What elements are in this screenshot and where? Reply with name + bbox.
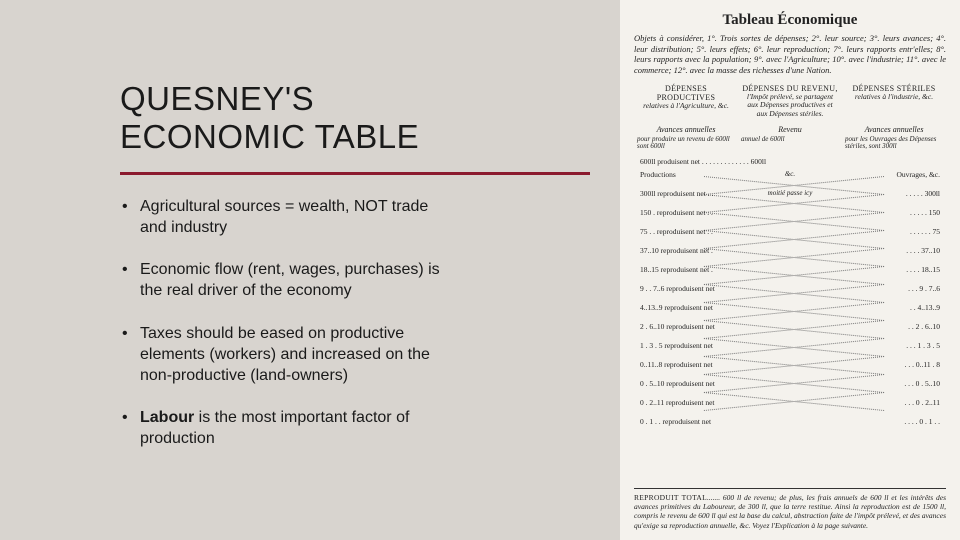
col-header: DÉPENSES PRODUCTIVES relatives à l'Agric… <box>634 84 738 119</box>
start-note: 600ll produisent net . . . . . . . . . .… <box>634 157 946 166</box>
zigzag-row: Productions&c.Ouvrages, &c. <box>634 170 946 179</box>
zigzag-row: 2 . 6..10 reproduisent net. . 2 . 6..10 <box>634 322 946 331</box>
content-column: QUESNEY'S ECONOMIC TABLE Agricultural so… <box>0 0 620 540</box>
bullet-item: Economic flow (rent, wages, purchases) i… <box>120 260 450 302</box>
avances-desc: pour produire un revenu de 600ll sont 60… <box>634 136 946 151</box>
bottom-rule <box>634 488 946 489</box>
bullet-item: Labour is the most important factor of p… <box>120 408 450 450</box>
zigzag-row: 0 . 5..10 reproduisent net. . . 0 . 5..1… <box>634 379 946 388</box>
zigzag-row: 300ll reproduisent net . .moitié passe i… <box>634 189 946 198</box>
bullet-list: Agricultural sources = wealth, NOT trade… <box>120 197 600 450</box>
tableau-objets: Objets à considérer, 1°. Trois sortes de… <box>634 33 946 76</box>
zigzag-row: 0..11..8 reproduisent net. . . 0..11 . 8 <box>634 360 946 369</box>
title-line-1: QUESNEY'S <box>120 80 314 117</box>
zigzag-row: 1 . 3 . 5 reproduisent net. . . 1 . 3 . … <box>634 341 946 350</box>
bullet-item: Taxes should be eased on productive elem… <box>120 324 450 386</box>
title-line-2: ECONOMIC TABLE <box>120 118 419 155</box>
title-divider <box>120 172 590 175</box>
avances-row: Avances annuelles Revenu Avances annuell… <box>634 125 946 134</box>
slide-title: QUESNEY'S ECONOMIC TABLE <box>120 80 600 156</box>
slide: QUESNEY'S ECONOMIC TABLE Agricultural so… <box>0 0 960 540</box>
tableau-title: Tableau Économique <box>634 12 946 29</box>
zigzag-flow: Productions&c.Ouvrages, &c. 300ll reprodu… <box>634 170 946 482</box>
bullet-item: Agricultural sources = wealth, NOT trade… <box>120 197 450 239</box>
zigzag-row: 4..13..9 reproduisent net. . 4..13..9 <box>634 303 946 312</box>
col-header: DÉPENSES STÉRILES relatives à l'industri… <box>842 84 946 119</box>
tableau-image: Tableau Économique Objets à considérer, … <box>620 0 960 540</box>
reproduit-total: REPRODUIT TOTAL....... 600 ll de revenu;… <box>634 493 946 531</box>
tableau-column-headers: DÉPENSES PRODUCTIVES relatives à l'Agric… <box>634 84 946 119</box>
col-header: DÉPENSES DU REVENU, l'Impôt prélevé, se … <box>738 84 842 119</box>
zigzag-row: 0 . 1 . . reproduisent net. . . . 0 . 1 … <box>634 417 946 426</box>
zigzag-row: 150 . reproduisent net . .. . . . . 150 <box>634 208 946 217</box>
zigzag-row: 0 . 2..11 reproduisent net. . . 0 . 2..1… <box>634 398 946 407</box>
zigzag-row: 9 . . 7..6 reproduisent net. . . 9 . 7..… <box>634 284 946 293</box>
zigzag-row: 37..10 reproduisent net .. . . . 37..10 <box>634 246 946 255</box>
zigzag-row: 75 . . reproduisent net . .. . . . . . 7… <box>634 227 946 236</box>
zigzag-row: 18..15 reproduisent net .. . . . 18..15 <box>634 265 946 274</box>
